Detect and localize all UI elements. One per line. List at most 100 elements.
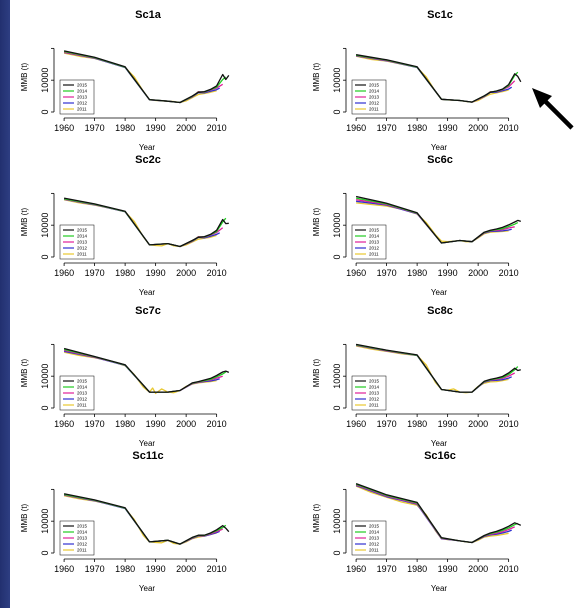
y-tick-label: 0: [40, 550, 50, 555]
series-line-2015: [63, 493, 230, 545]
y-tick-label: 0: [332, 405, 342, 410]
x-tick-label: 1980: [407, 123, 427, 133]
legend-label: 2015: [369, 228, 380, 233]
y-axis-label: MMB (t): [20, 358, 29, 387]
y-tick-label: 10000: [40, 509, 50, 534]
legend-box: [351, 520, 387, 556]
legend-label: 2015: [77, 83, 88, 88]
series-line-2015: [355, 482, 522, 544]
x-tick-label: 1990: [146, 419, 166, 429]
y-tick-label: 0: [332, 109, 342, 114]
x-tick-label: 2000: [176, 123, 196, 133]
x-tick-label: 1990: [146, 123, 166, 133]
x-tick-label: 1960: [54, 564, 74, 574]
series-line-2015: [355, 54, 522, 103]
y-tick-label: 10000: [332, 509, 342, 534]
x-tick-label: 1970: [85, 268, 105, 278]
legend-label: 2011: [77, 107, 87, 112]
y-tick-label: 10000: [332, 364, 342, 389]
legend-label: 2014: [77, 89, 88, 94]
legend-label: 2014: [77, 234, 88, 239]
chart-panel-sc8c: Sc8c 1960 1970 1980 1990 2000 2010 0 10000 Year MM…: [312, 305, 521, 448]
chart-panel-sc11c: Sc11c 1960 1970 1980 1990 2000 2010 0 10000 Year M…: [20, 450, 230, 593]
y-axis-label: MMB (t): [312, 62, 321, 91]
x-tick-label: 1970: [377, 419, 397, 429]
legend-label: 2011: [369, 403, 379, 408]
y-tick-label: 0: [332, 254, 342, 259]
y-tick-label: 10000: [332, 68, 342, 93]
x-tick-label: 2000: [468, 123, 488, 133]
x-tick-label: 1980: [115, 123, 135, 133]
x-tick-label: 2000: [468, 419, 488, 429]
y-axis-label: MMB (t): [20, 207, 29, 236]
x-axis-label: Year: [139, 143, 156, 152]
x-axis-label: Year: [139, 288, 156, 297]
x-tick-label: 2000: [176, 564, 196, 574]
legend-label: 2014: [369, 234, 380, 239]
chart-panel-sc1a: Sc1a 1960 1970 1980 1990 2000 2010 0 10000 Year MM…: [20, 9, 230, 152]
x-axis-label: Year: [139, 439, 156, 448]
legend-label: 2011: [369, 548, 379, 553]
figure-panel-bottom: [10, 302, 576, 608]
series-line-2015: [63, 197, 229, 248]
chart-title: Sc6c: [427, 154, 453, 166]
y-axis-label: MMB (t): [20, 62, 29, 91]
y-tick-label: 0: [40, 254, 50, 259]
legend-label: 2012: [77, 246, 88, 251]
x-tick-label: 2000: [176, 268, 196, 278]
legend-label: 2014: [77, 530, 88, 535]
legend-label: 2011: [77, 548, 87, 553]
legend-label: 2013: [77, 95, 88, 100]
y-axis-label: MMB (t): [312, 207, 321, 236]
x-tick-label: 2010: [207, 419, 227, 429]
legend-label: 2014: [77, 385, 88, 390]
x-tick-label: 1960: [346, 268, 366, 278]
series-line-2015: [355, 195, 522, 244]
x-axis-label: Year: [431, 439, 448, 448]
legend-label: 2012: [369, 397, 380, 402]
legend-label: 2014: [369, 530, 380, 535]
chart-panel-sc16c: Sc16c 1960 1970 1980 1990 2000 2010 0 10000 Year M…: [312, 450, 522, 593]
x-tick-label: 1990: [438, 268, 458, 278]
x-tick-label: 1980: [115, 268, 135, 278]
legend-label: 2013: [369, 240, 380, 245]
arrow-head: [532, 88, 552, 108]
x-tick-label: 2000: [468, 564, 488, 574]
x-axis-label: Year: [431, 288, 448, 297]
legend-label: 2012: [77, 397, 88, 402]
chart-panel-sc6c: Sc6c 1960 1970 1980 1990 2000 2010 0 10000 Year MM…: [312, 154, 522, 297]
x-tick-label: 1980: [115, 419, 135, 429]
x-tick-label: 2010: [207, 268, 227, 278]
chart-title: Sc1a: [135, 9, 162, 21]
x-tick-label: 2010: [499, 564, 519, 574]
chart-title: Sc1c: [427, 9, 453, 21]
legend-label: 2015: [369, 379, 380, 384]
legend-label: 2013: [77, 240, 88, 245]
y-axis-label: MMB (t): [20, 503, 29, 532]
x-tick-label: 1970: [377, 564, 397, 574]
x-tick-label: 1960: [346, 419, 366, 429]
x-tick-label: 2010: [499, 268, 519, 278]
legend-label: 2011: [77, 403, 87, 408]
x-tick-label: 1970: [85, 564, 105, 574]
legend-label: 2015: [77, 524, 88, 529]
y-tick-label: 0: [40, 405, 50, 410]
legend-label: 2012: [369, 101, 380, 106]
figure-panel-top: [10, 0, 576, 302]
x-axis-label: Year: [139, 584, 156, 593]
x-tick-label: 1990: [438, 564, 458, 574]
x-tick-label: 2010: [499, 419, 519, 429]
legend-label: 2015: [369, 83, 380, 88]
legend-label: 2012: [369, 246, 380, 251]
legend-label: 2013: [369, 536, 380, 541]
chart-title: Sc8c: [427, 305, 453, 317]
x-tick-label: 1960: [54, 419, 74, 429]
x-tick-label: 1960: [346, 564, 366, 574]
chart-title: Sc16c: [424, 450, 456, 462]
legend-label: 2011: [77, 252, 87, 257]
x-tick-label: 1980: [407, 419, 427, 429]
x-tick-label: 1960: [54, 268, 74, 278]
x-axis-label: Year: [431, 584, 448, 593]
legend-label: 2013: [77, 536, 88, 541]
chart-title: Sc11c: [132, 450, 163, 462]
